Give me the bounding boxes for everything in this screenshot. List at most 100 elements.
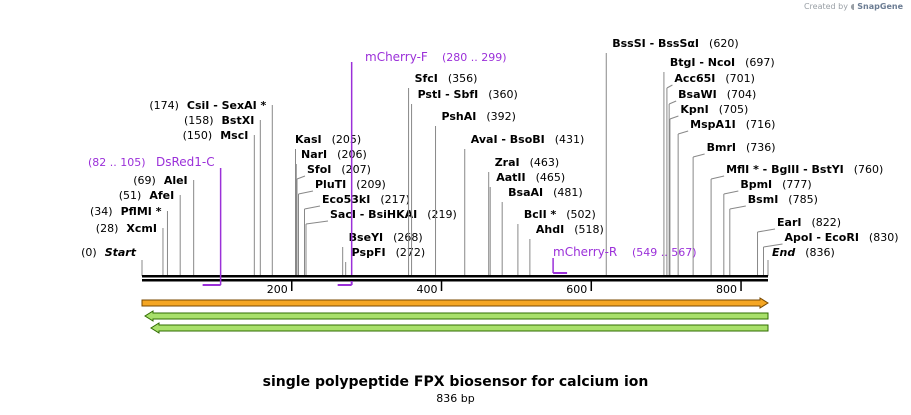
site-name[interactable]: CsiI - SexAI * <box>187 99 267 112</box>
restriction-site-label[interactable]: AatII (465) <box>496 171 565 184</box>
site-position: (268) <box>393 231 423 244</box>
map-title: single polypeptide FPX biosensor for cal… <box>262 374 649 390</box>
site-name[interactable]: BpmI <box>740 178 772 191</box>
restriction-site-label[interactable]: (150) MscI <box>183 129 249 142</box>
orange-feature[interactable] <box>141 297 769 309</box>
site-position: (760) <box>854 163 884 176</box>
site-name[interactable]: Eco53kI <box>322 193 370 206</box>
restriction-site-label[interactable]: EarI (822) <box>777 216 841 229</box>
restriction-site-label[interactable]: BclI * (502) <box>524 208 596 221</box>
restriction-site-label[interactable]: PstI - SbfI (360) <box>418 88 518 101</box>
site-position: (830) <box>869 231 899 244</box>
site-position: (704) <box>727 88 757 101</box>
site-name[interactable]: AhdI <box>536 223 564 236</box>
site-name[interactable]: BsaWI <box>678 88 717 101</box>
restriction-site-label[interactable]: BpmI (777) <box>740 178 811 191</box>
start-label: (0) Start <box>81 246 137 259</box>
restriction-site-label[interactable]: BseYI (268) <box>349 231 423 244</box>
site-name[interactable]: AleI <box>164 174 188 187</box>
site-name[interactable]: PshAI <box>442 110 477 123</box>
restriction-site-label[interactable]: (69) AleI <box>133 174 187 187</box>
site-name[interactable]: BmrI <box>707 141 736 154</box>
restriction-site-label[interactable]: (174) CsiI - SexAI * <box>149 99 266 112</box>
restriction-site-label[interactable]: PspFI (272) <box>352 246 426 259</box>
primer-name[interactable]: mCherry-F <box>365 50 428 64</box>
site-name[interactable]: NarI <box>301 148 327 161</box>
site-name[interactable]: BclI * <box>524 208 557 221</box>
site-name[interactable]: AfeI <box>149 189 174 202</box>
restriction-site-label[interactable]: BsaAI (481) <box>508 186 583 199</box>
restriction-site-label[interactable]: NarI (206) <box>301 148 367 161</box>
sequence-map: (28) XcmI (34) PflMI * (51) AfeI (69) AleI (150)… <box>81 37 899 334</box>
site-name[interactable]: BtgI - NcoI <box>670 56 735 69</box>
site-name[interactable]: BstXI <box>222 114 255 127</box>
site-name[interactable]: BsmI <box>748 193 779 206</box>
site-position: (217) <box>380 193 410 206</box>
site-position: (158) <box>184 114 214 127</box>
site-position: (481) <box>553 186 583 199</box>
restriction-site-label[interactable]: KpnI (705) <box>680 103 748 116</box>
site-name[interactable]: AvaI - BsoBI <box>471 133 545 146</box>
site-name[interactable]: BssSI - BssSαI <box>612 37 699 50</box>
backbone-top-strand <box>142 275 768 278</box>
primer-name[interactable]: mCherry-R <box>553 245 617 259</box>
site-position: (785) <box>788 193 818 206</box>
site-position: (465) <box>536 171 566 184</box>
restriction-site-label[interactable]: SacI - BsiHKAI (219) <box>330 208 457 221</box>
site-leader <box>723 190 739 195</box>
restriction-site-label[interactable]: BmrI (736) <box>707 141 776 154</box>
restriction-site-label[interactable]: AvaI - BsoBI (431) <box>471 133 585 146</box>
restriction-site-label[interactable]: (34) PflMI * <box>90 205 162 218</box>
site-name[interactable]: ApoI - EcoRI <box>785 231 859 244</box>
site-name[interactable]: SacI - BsiHKAI <box>330 208 417 221</box>
restriction-site-label[interactable]: MspA1I (716) <box>690 118 775 131</box>
green-feature-1[interactable] <box>144 310 769 322</box>
site-name[interactable]: SfcI <box>415 72 438 85</box>
site-name[interactable]: PstI - SbfI <box>418 88 479 101</box>
restriction-site-label[interactable]: MflI * - BglII - BstYI (760) <box>726 163 883 176</box>
site-name[interactable]: PspFI <box>352 246 386 259</box>
restriction-site-label[interactable]: AhdI (518) <box>536 223 604 236</box>
site-name[interactable]: MflI * - BglII - BstYI <box>726 163 844 176</box>
site-name[interactable]: BsaAI <box>508 186 543 199</box>
restriction-site-label[interactable]: KasI (205) <box>295 133 361 146</box>
restriction-site-label[interactable]: Eco53kI (217) <box>322 193 410 206</box>
site-name[interactable]: AatII <box>496 171 525 184</box>
site-leader <box>304 205 321 210</box>
site-position: (777) <box>782 178 812 191</box>
site-name[interactable]: ZraI <box>495 156 520 169</box>
site-position: (463) <box>530 156 560 169</box>
restriction-site-label[interactable]: SfcI (356) <box>415 72 478 85</box>
site-name[interactable]: BseYI <box>349 231 383 244</box>
site-position: (356) <box>448 72 478 85</box>
site-name[interactable]: KasI <box>295 133 322 146</box>
site-position: (392) <box>486 110 516 123</box>
primer-name[interactable]: DsRed1-C <box>156 155 215 169</box>
restriction-site-label[interactable]: (158) BstXI <box>184 114 254 127</box>
site-name[interactable]: MscI <box>220 129 248 142</box>
site-name[interactable]: XcmI <box>126 222 157 235</box>
restriction-site-label[interactable]: PshAI (392) <box>442 110 516 123</box>
restriction-site-label[interactable]: BsaWI (704) <box>678 88 756 101</box>
restriction-site-label[interactable]: Acc65I (701) <box>674 72 755 85</box>
site-name[interactable]: EarI <box>777 216 801 229</box>
site-position: (697) <box>745 56 775 69</box>
restriction-site-label[interactable]: BtgI - NcoI (697) <box>670 56 775 69</box>
restriction-site-label[interactable]: (28) XcmI <box>96 222 157 235</box>
site-name[interactable]: Acc65I <box>674 72 715 85</box>
green-feature-2[interactable] <box>150 322 769 334</box>
site-name[interactable]: PflMI * <box>121 205 162 218</box>
snapgene-credit: Created by ◖ SnapGene <box>804 2 903 11</box>
restriction-site-label[interactable]: ApoI - EcoRI (830) <box>785 231 899 244</box>
site-name[interactable]: PluTI <box>315 178 346 191</box>
restriction-site-label[interactable]: (51) AfeI <box>119 189 174 202</box>
restriction-site-label[interactable]: BssSI - BssSαI (620) <box>612 37 738 50</box>
site-name[interactable]: KpnI <box>680 103 708 116</box>
site-name[interactable]: MspA1I <box>690 118 736 131</box>
restriction-site-label[interactable]: PluTI (209) <box>315 178 386 191</box>
restriction-site-label[interactable]: ZraI (463) <box>495 156 560 169</box>
primer-range: (82 .. 105) <box>88 156 146 169</box>
site-name[interactable]: SfoI <box>307 163 331 176</box>
restriction-site-label[interactable]: BsmI (785) <box>748 193 818 206</box>
restriction-site-label[interactable]: SfoI (207) <box>307 163 371 176</box>
